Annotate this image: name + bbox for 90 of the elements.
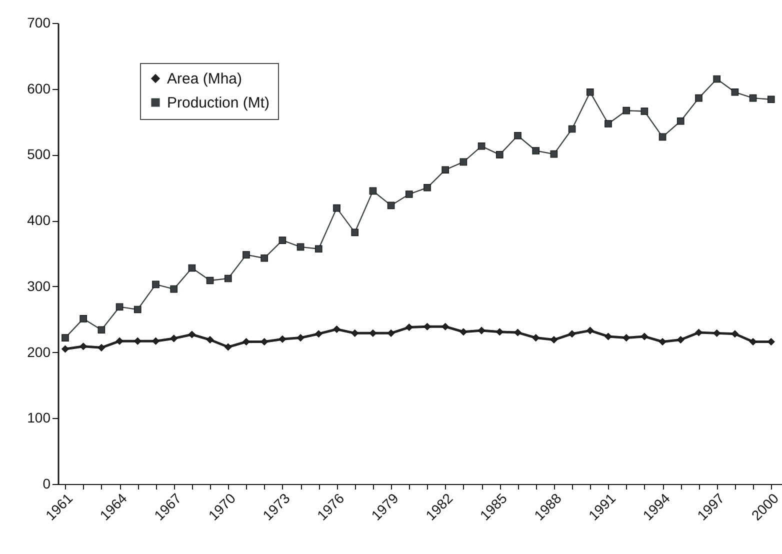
point	[206, 336, 214, 344]
point	[713, 75, 720, 83]
point	[514, 328, 522, 336]
point	[98, 326, 106, 334]
point	[170, 285, 178, 293]
y-tick-label: 0	[42, 476, 51, 492]
point	[514, 132, 522, 140]
point	[206, 276, 214, 284]
point	[314, 330, 322, 338]
point	[532, 334, 540, 342]
point	[749, 338, 757, 346]
point	[478, 326, 486, 334]
y-tick-label: 300	[27, 278, 51, 294]
point	[478, 142, 486, 150]
point	[460, 328, 468, 336]
point	[333, 204, 340, 212]
point	[640, 108, 648, 115]
legend-label: Production (Mt)	[167, 94, 270, 112]
point	[188, 264, 196, 272]
point	[424, 322, 431, 330]
y-tick-label: 100	[27, 410, 51, 426]
point	[695, 94, 702, 102]
point	[713, 330, 720, 337]
point	[442, 166, 449, 174]
point	[604, 332, 612, 340]
point	[333, 326, 340, 333]
point	[658, 338, 666, 346]
point	[496, 328, 504, 336]
point	[550, 150, 558, 158]
point	[405, 324, 413, 331]
y-tick-label: 600	[27, 80, 51, 96]
point	[116, 337, 124, 345]
point	[767, 338, 775, 346]
point	[532, 147, 540, 154]
point	[622, 106, 630, 114]
point	[731, 88, 739, 96]
point	[278, 236, 286, 244]
point	[224, 274, 232, 282]
point	[62, 334, 69, 342]
y-tick-label: 700	[27, 14, 51, 30]
point	[640, 332, 648, 340]
point	[314, 245, 322, 253]
y-tick-label: 500	[27, 146, 51, 162]
point	[134, 306, 142, 314]
point	[460, 158, 468, 166]
point	[80, 315, 87, 322]
point	[731, 330, 739, 338]
point	[296, 334, 304, 342]
point	[676, 336, 684, 344]
point	[604, 120, 612, 128]
point	[242, 251, 250, 258]
point	[695, 328, 702, 336]
point	[351, 228, 358, 236]
point	[170, 334, 178, 342]
point	[98, 344, 106, 352]
point	[387, 330, 395, 337]
point	[116, 303, 124, 310]
point	[405, 190, 413, 198]
point	[224, 343, 232, 351]
point	[496, 151, 504, 158]
point	[586, 88, 594, 96]
point	[152, 337, 160, 345]
point	[424, 184, 431, 192]
point	[568, 125, 576, 133]
point	[188, 330, 196, 338]
point	[296, 243, 304, 251]
point	[676, 117, 684, 125]
point	[260, 254, 268, 262]
point	[387, 202, 395, 210]
point	[658, 133, 666, 141]
point	[260, 338, 268, 346]
point	[568, 330, 576, 338]
point	[134, 337, 142, 345]
point	[152, 280, 160, 288]
point	[767, 96, 775, 104]
point	[369, 330, 377, 337]
point	[550, 336, 558, 344]
point	[351, 330, 358, 337]
point	[369, 187, 377, 195]
y-tick-label: 400	[27, 212, 51, 228]
point	[622, 334, 630, 342]
legend-label: Area (Mha)	[167, 70, 242, 88]
y-tick-label: 200	[27, 344, 51, 360]
point	[749, 94, 757, 102]
point	[278, 335, 286, 343]
point	[80, 342, 87, 350]
point	[62, 345, 69, 353]
point	[442, 322, 449, 330]
point	[586, 326, 594, 334]
point	[242, 338, 250, 346]
